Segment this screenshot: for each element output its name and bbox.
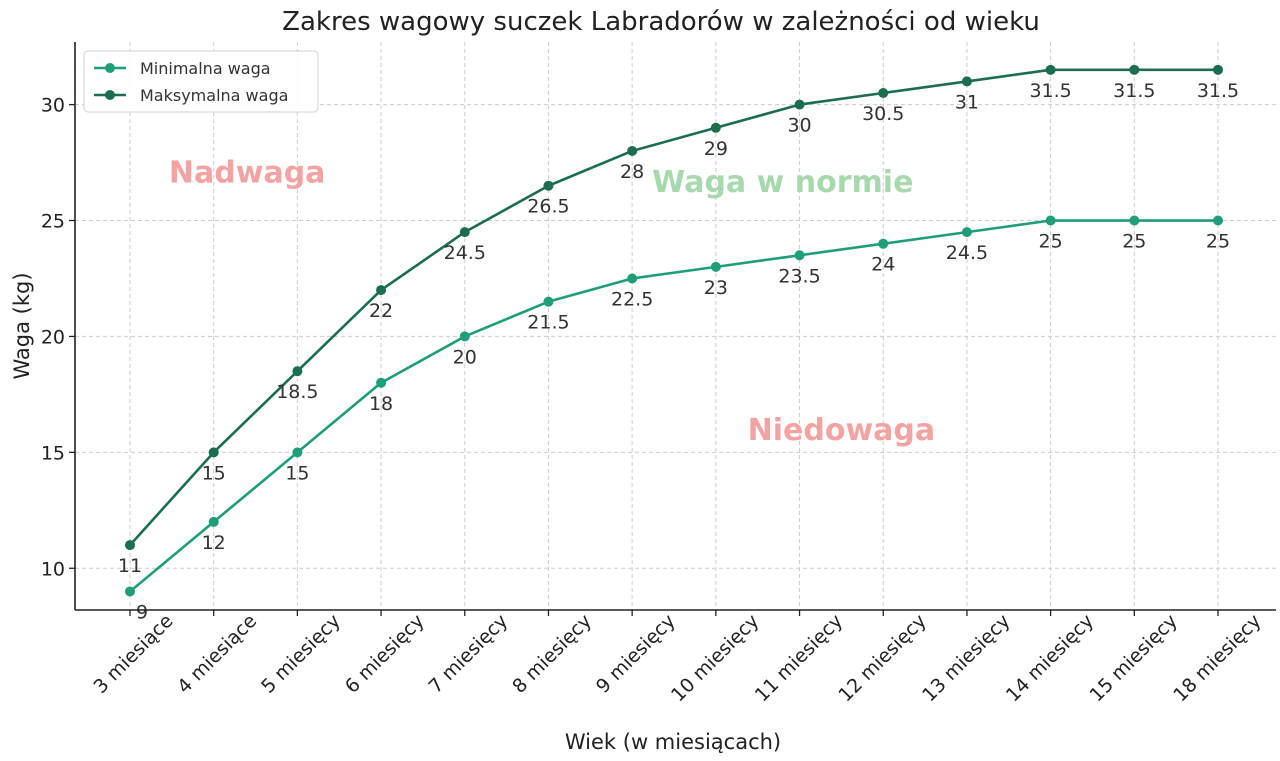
data-label: 28: [620, 161, 644, 183]
legend-marker: [105, 90, 115, 100]
x-tick-label: 10 miesięcy: [667, 610, 763, 706]
data-point: [125, 540, 135, 551]
data-point: [125, 586, 135, 597]
data-point: [208, 516, 219, 527]
x-tick-label: 3 miesiące: [89, 610, 177, 698]
x-tick-label: 15 miesięcy: [1085, 610, 1181, 706]
data-point: [1045, 215, 1056, 226]
data-label: 25: [1122, 231, 1146, 253]
y-tick-label: 10: [41, 558, 65, 580]
x-tick-label: 13 miesięcy: [918, 610, 1014, 706]
data-label: 9: [136, 601, 148, 623]
legend-marker: [105, 63, 115, 73]
data-point: [208, 447, 219, 458]
data-label: 18.5: [276, 381, 318, 403]
data-label: 21.5: [527, 312, 569, 334]
data-label: 31.5: [1029, 80, 1071, 102]
data-label: 29: [704, 138, 728, 160]
data-point: [292, 447, 303, 458]
x-tick-label: 5 miesięcy: [257, 610, 345, 698]
data-label: 23.5: [778, 265, 820, 287]
data-label: 25: [1206, 231, 1230, 253]
legend: Minimalna waga Maksymalna waga: [83, 50, 319, 113]
data-label: 18: [369, 393, 393, 415]
zone-annotations: Nadwaga Waga w normie Niedowaga: [169, 156, 935, 448]
data-point: [1129, 215, 1140, 226]
data-point: [710, 122, 721, 133]
x-tick-label: 4 miesiące: [173, 610, 261, 698]
data-label: 22.5: [611, 288, 653, 310]
data-label: 24: [871, 254, 895, 276]
x-tick-label: 18 miesięcy: [1169, 610, 1265, 706]
data-point: [1129, 64, 1140, 75]
data-point: [543, 180, 554, 191]
data-point: [292, 366, 303, 377]
data-point: [961, 227, 972, 238]
data-label: 12: [202, 532, 226, 554]
series-line: [129, 219, 1218, 593]
zone-annotation: Nadwaga: [169, 156, 326, 191]
data-point: [961, 76, 972, 87]
data-label: 20: [453, 346, 477, 368]
zone-annotation: Waga w normie: [652, 165, 913, 200]
x-tick-label: 12 miesięcy: [834, 610, 930, 706]
data-point: [1045, 64, 1056, 75]
data-point: [1213, 215, 1223, 226]
data-point: [627, 273, 638, 284]
y-ticks: 10 15 20 25 30: [41, 95, 75, 580]
data-label: 25: [1039, 231, 1063, 253]
data-label: 11: [118, 555, 142, 577]
data-point: [543, 296, 554, 307]
x-tick-label: 14 miesięcy: [1002, 610, 1098, 706]
data-point: [627, 145, 638, 156]
data-point: [459, 227, 470, 238]
y-tick-label: 20: [41, 326, 65, 348]
grid: [75, 42, 1276, 610]
y-tick-label: 30: [41, 95, 65, 117]
data-label: 22: [369, 300, 393, 322]
series-line: [129, 68, 1218, 546]
data-label: 24.5: [444, 242, 486, 264]
data-label: 31.5: [1113, 80, 1155, 102]
data-point: [794, 99, 805, 110]
data-label: 30.5: [862, 103, 904, 125]
series-group: [125, 64, 1223, 597]
data-point: [376, 377, 387, 388]
data-point: [710, 261, 721, 272]
x-tick-label: 11 miesięcy: [751, 610, 847, 706]
data-label: 31.5: [1197, 80, 1239, 102]
zone-annotation: Niedowaga: [748, 413, 936, 448]
data-label: 24.5: [946, 242, 988, 264]
data-point: [794, 250, 805, 261]
chart-title: Zakres wagowy suczek Labradorów w zależn…: [282, 7, 1040, 37]
data-label: 26.5: [527, 196, 569, 218]
legend-label: Minimalna waga: [140, 59, 271, 78]
data-point: [1213, 64, 1223, 75]
x-tick-label: 6 miesięcy: [341, 610, 429, 698]
data-point: [878, 238, 889, 249]
x-axis-label: Wiek (w miesiącach): [565, 730, 781, 754]
y-tick-label: 15: [41, 442, 65, 464]
data-label: 15: [202, 462, 226, 484]
data-label: 15: [285, 462, 309, 484]
y-axis-label: Waga (kg): [10, 272, 34, 379]
data-point: [376, 285, 387, 296]
data-labels: 9 12 15 18 20 21.5 22.5 23 23.5 24 24.5 25 25 25 11 15 1…: [118, 80, 1239, 624]
legend-box: [83, 50, 319, 113]
data-label: 30: [787, 115, 811, 137]
data-point: [878, 88, 889, 99]
y-tick-label: 25: [41, 211, 65, 233]
x-tick-label: 7 miesięcy: [425, 610, 513, 698]
data-label: 23: [704, 277, 728, 299]
data-label: 31: [955, 91, 979, 113]
data-point: [459, 331, 470, 342]
legend-label: Maksymalna waga: [140, 86, 288, 105]
x-tick-label: 9 miesięcy: [592, 610, 680, 698]
x-tick-label: 8 miesięcy: [508, 610, 596, 698]
axes: [74, 42, 1276, 611]
